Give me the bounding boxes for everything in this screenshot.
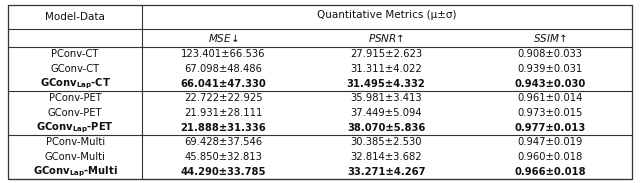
Text: 38.070±5.836: 38.070±5.836 — [347, 123, 426, 133]
Text: PConv-PET: PConv-PET — [49, 93, 102, 103]
Text: 0.977±0.013: 0.977±0.013 — [515, 123, 586, 133]
Text: $\mathit{MSE}$↓: $\mathit{MSE}$↓ — [208, 32, 239, 44]
Text: 33.271±4.267: 33.271±4.267 — [347, 167, 426, 177]
Text: Quantitative Metrics (μ±σ): Quantitative Metrics (μ±σ) — [317, 10, 457, 20]
Text: 21.931±28.111: 21.931±28.111 — [184, 108, 262, 118]
Text: 21.888±31.336: 21.888±31.336 — [180, 123, 266, 133]
Text: 0.973±0.015: 0.973±0.015 — [517, 108, 582, 118]
Text: 0.960±0.018: 0.960±0.018 — [517, 152, 582, 162]
Text: 0.966±0.018: 0.966±0.018 — [514, 167, 586, 177]
Text: 31.311±4.022: 31.311±4.022 — [350, 64, 422, 74]
Text: 31.495±4.332: 31.495±4.332 — [347, 79, 426, 89]
Text: 30.385±2.530: 30.385±2.530 — [350, 137, 422, 147]
Text: 35.981±3.413: 35.981±3.413 — [350, 93, 422, 103]
Text: PConv-Multi: PConv-Multi — [45, 137, 105, 147]
Text: 0.943±0.030: 0.943±0.030 — [515, 79, 586, 89]
Text: GConv-Multi: GConv-Multi — [45, 152, 106, 162]
Text: 0.947±0.019: 0.947±0.019 — [517, 137, 582, 147]
Text: 32.814±3.682: 32.814±3.682 — [350, 152, 422, 162]
Text: $\mathit{PSNR}$↑: $\mathit{PSNR}$↑ — [368, 32, 404, 44]
Text: 44.290±33.785: 44.290±33.785 — [180, 167, 266, 177]
Text: GConv$_{\mathregular{Lap}}$-CT: GConv$_{\mathregular{Lap}}$-CT — [40, 76, 111, 91]
Text: PConv-CT: PConv-CT — [51, 49, 99, 59]
Text: 69.428±37.546: 69.428±37.546 — [184, 137, 262, 147]
Text: 45.850±32.813: 45.850±32.813 — [184, 152, 262, 162]
Text: Model-Data: Model-Data — [45, 12, 105, 22]
Text: 27.915±2.623: 27.915±2.623 — [350, 49, 422, 59]
Text: $\mathit{SSIM}$↑: $\mathit{SSIM}$↑ — [533, 32, 567, 44]
Text: GConv-PET: GConv-PET — [48, 108, 102, 118]
Text: 0.961±0.014: 0.961±0.014 — [517, 93, 582, 103]
Text: 0.908±0.033: 0.908±0.033 — [518, 49, 582, 59]
Text: 67.098±48.486: 67.098±48.486 — [184, 64, 262, 74]
Text: GConv-CT: GConv-CT — [51, 64, 100, 74]
Text: 66.041±47.330: 66.041±47.330 — [180, 79, 266, 89]
Text: GConv$_{\mathregular{Lap}}$-Multi: GConv$_{\mathregular{Lap}}$-Multi — [33, 165, 118, 179]
Text: 0.939±0.031: 0.939±0.031 — [517, 64, 582, 74]
Text: 37.449±5.094: 37.449±5.094 — [350, 108, 422, 118]
Text: GConv$_{\mathregular{Lap}}$-PET: GConv$_{\mathregular{Lap}}$-PET — [36, 120, 114, 135]
Text: 22.722±22.925: 22.722±22.925 — [184, 93, 262, 103]
Text: 123.401±66.536: 123.401±66.536 — [181, 49, 266, 59]
